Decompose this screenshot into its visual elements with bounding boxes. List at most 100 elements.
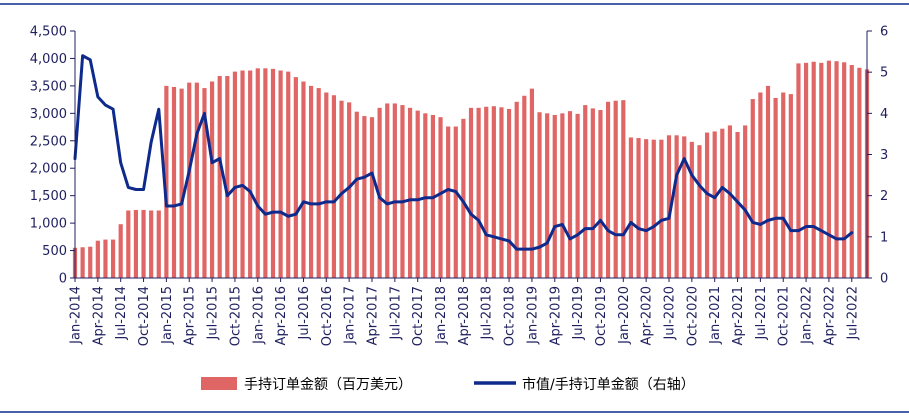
bar xyxy=(765,85,771,278)
bar xyxy=(149,210,154,278)
left-tick-label: 3,500 xyxy=(30,79,67,94)
bar xyxy=(209,81,215,278)
bar xyxy=(347,102,352,278)
x-tick-label: Apr-2017 xyxy=(366,286,381,345)
right-tick-label: 0 xyxy=(880,272,888,287)
x-tick-label: Oct-2020 xyxy=(685,286,700,346)
x-tick-label: Apr-2019 xyxy=(548,286,563,345)
x-tick-label: Jul-2021 xyxy=(754,286,769,340)
bar xyxy=(95,240,100,278)
bar xyxy=(682,136,687,278)
bar xyxy=(529,88,535,278)
bar xyxy=(293,77,298,278)
x-tick-label: Jan-2020 xyxy=(617,286,632,345)
x-tick-label: Jan-2018 xyxy=(434,286,449,345)
x-tick-label: Oct-2016 xyxy=(320,286,335,346)
bar xyxy=(324,92,329,278)
x-tick-label: Jul-2020 xyxy=(663,286,678,340)
x-tick-label: Oct-2017 xyxy=(411,286,426,346)
x-tick-label: Apr-2021 xyxy=(731,286,746,345)
bar xyxy=(80,247,85,278)
bar xyxy=(164,85,169,278)
bar xyxy=(255,68,260,278)
bar xyxy=(103,239,108,278)
bar xyxy=(712,131,717,278)
bar xyxy=(727,125,733,278)
bar xyxy=(560,113,565,278)
bar xyxy=(369,117,375,279)
line-series xyxy=(73,54,854,251)
bar xyxy=(689,141,694,278)
x-tick-label: Apr-2014 xyxy=(91,286,106,345)
bar xyxy=(202,88,207,278)
x-tick-label: Jan-2022 xyxy=(800,286,815,345)
bar xyxy=(171,86,177,279)
left-tick-label: 500 xyxy=(42,244,67,259)
bar xyxy=(857,67,862,278)
bar xyxy=(636,138,641,278)
left-tick-label: 0 xyxy=(59,272,67,287)
bar xyxy=(232,71,238,279)
x-tick-label: Jul-2016 xyxy=(297,286,312,340)
bar xyxy=(583,105,588,278)
bar xyxy=(537,112,542,279)
x-tick-label: Oct-2021 xyxy=(777,286,792,346)
bar xyxy=(567,111,573,278)
bar xyxy=(248,70,253,279)
x-tick-label: Jan-2015 xyxy=(160,286,175,345)
bar xyxy=(225,76,230,278)
bar xyxy=(354,111,359,278)
bar xyxy=(278,70,283,279)
bar xyxy=(720,128,725,278)
x-tick-label: Jul-2014 xyxy=(114,286,129,340)
x-tick-label: Jul-2017 xyxy=(388,286,403,340)
bar xyxy=(286,71,291,279)
bar xyxy=(605,101,611,278)
bar xyxy=(750,99,755,278)
x-tick-label: Jul-2015 xyxy=(206,286,221,340)
bar xyxy=(423,113,428,278)
bar xyxy=(240,70,245,279)
bar xyxy=(598,110,603,278)
bar xyxy=(385,103,390,278)
x-tick-label: Oct-2018 xyxy=(503,286,518,346)
x-tick-label: Apr-2020 xyxy=(640,286,655,345)
bar xyxy=(141,209,146,278)
bar xyxy=(179,88,184,278)
bar xyxy=(819,62,824,279)
bar xyxy=(331,95,337,278)
bar xyxy=(446,126,451,278)
left-tick-label: 3,000 xyxy=(30,107,67,122)
right-tick-label: 1 xyxy=(880,230,888,245)
bar xyxy=(628,137,634,278)
bar xyxy=(491,106,496,278)
bar xyxy=(217,76,222,278)
bar xyxy=(499,107,504,278)
left-tick-label: 1,500 xyxy=(30,189,67,204)
x-tick-label: Apr-2015 xyxy=(183,286,198,345)
bar-series xyxy=(72,60,870,279)
left-tick-label: 1,000 xyxy=(30,217,67,232)
right-tick-label: 6 xyxy=(880,25,888,40)
legend-swatch-bar xyxy=(201,377,237,390)
left-tick-label: 4,500 xyxy=(30,25,67,40)
bar xyxy=(735,132,740,278)
series-line xyxy=(73,54,854,251)
bar xyxy=(194,82,199,278)
x-tick-label: Apr-2022 xyxy=(822,286,837,345)
x-tick-label: Jul-2019 xyxy=(571,286,586,340)
x-tick-label: Jan-2016 xyxy=(251,286,266,345)
bar xyxy=(316,88,321,278)
bar xyxy=(826,60,832,278)
bar xyxy=(156,210,161,278)
bar xyxy=(522,95,527,279)
bar xyxy=(133,209,139,278)
left-tick-label: 2,000 xyxy=(30,162,67,177)
bar xyxy=(362,116,367,278)
x-tick-label: Jul-2022 xyxy=(845,286,860,340)
bar xyxy=(613,100,618,279)
bar xyxy=(484,106,489,278)
bar xyxy=(849,65,854,278)
